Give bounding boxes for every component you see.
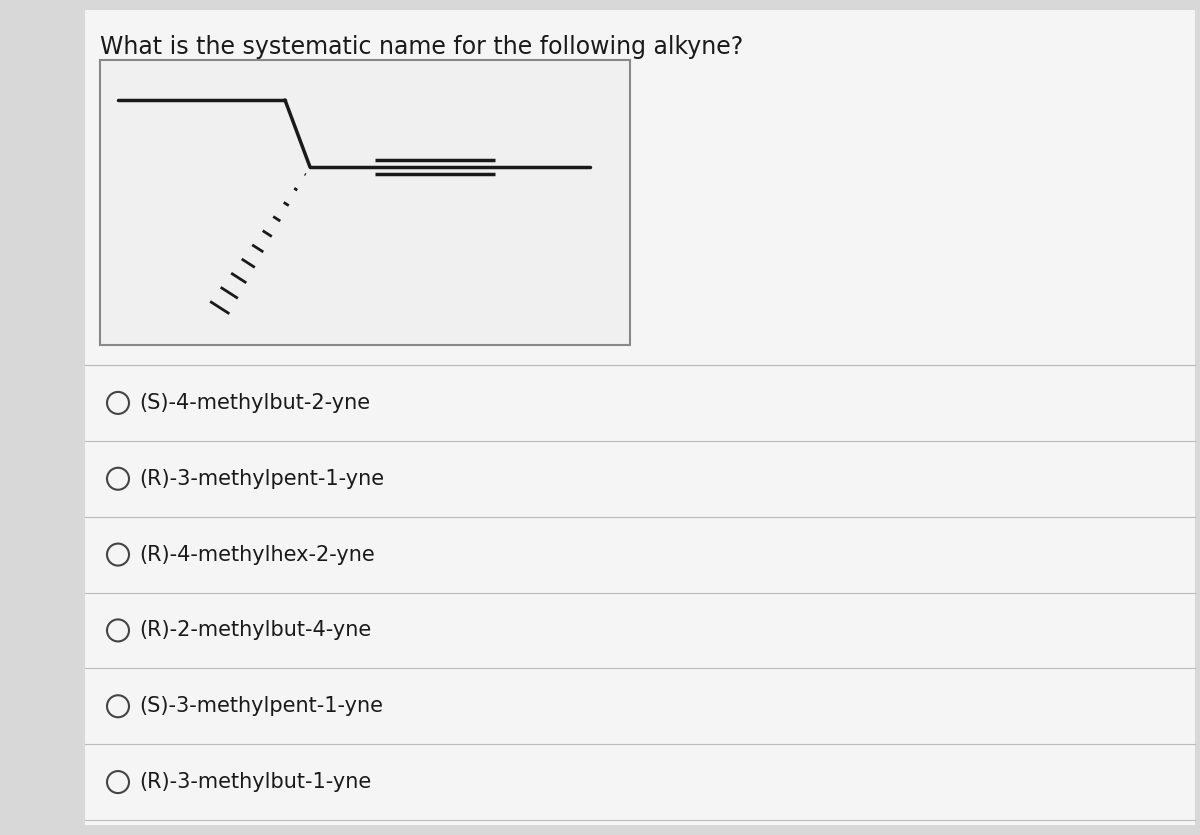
FancyBboxPatch shape [85,10,1195,825]
Text: (R)-3-methylbut-1-yne: (R)-3-methylbut-1-yne [139,772,371,792]
Text: What is the systematic name for the following alkyne?: What is the systematic name for the foll… [100,35,743,59]
Text: (R)-4-methylhex-2-yne: (R)-4-methylhex-2-yne [139,544,374,564]
Text: (S)-4-methylbut-2-yne: (S)-4-methylbut-2-yne [139,393,370,413]
Text: (R)-2-methylbut-4-yne: (R)-2-methylbut-4-yne [139,620,371,640]
Text: (R)-3-methylpent-1-yne: (R)-3-methylpent-1-yne [139,468,384,488]
FancyBboxPatch shape [100,60,630,345]
Text: (S)-3-methylpent-1-yne: (S)-3-methylpent-1-yne [139,696,383,716]
